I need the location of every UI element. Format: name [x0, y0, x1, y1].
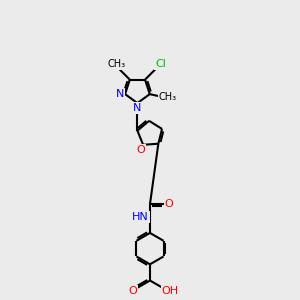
Text: N: N	[116, 88, 124, 99]
Text: O: O	[137, 145, 146, 155]
Text: N: N	[133, 103, 142, 113]
Text: O: O	[164, 199, 173, 209]
Text: O: O	[128, 286, 137, 296]
Text: HN: HN	[132, 212, 149, 222]
Text: Cl: Cl	[155, 59, 166, 70]
Text: CH₃: CH₃	[159, 92, 177, 102]
Text: CH₃: CH₃	[107, 59, 125, 70]
Text: OH: OH	[161, 286, 178, 296]
